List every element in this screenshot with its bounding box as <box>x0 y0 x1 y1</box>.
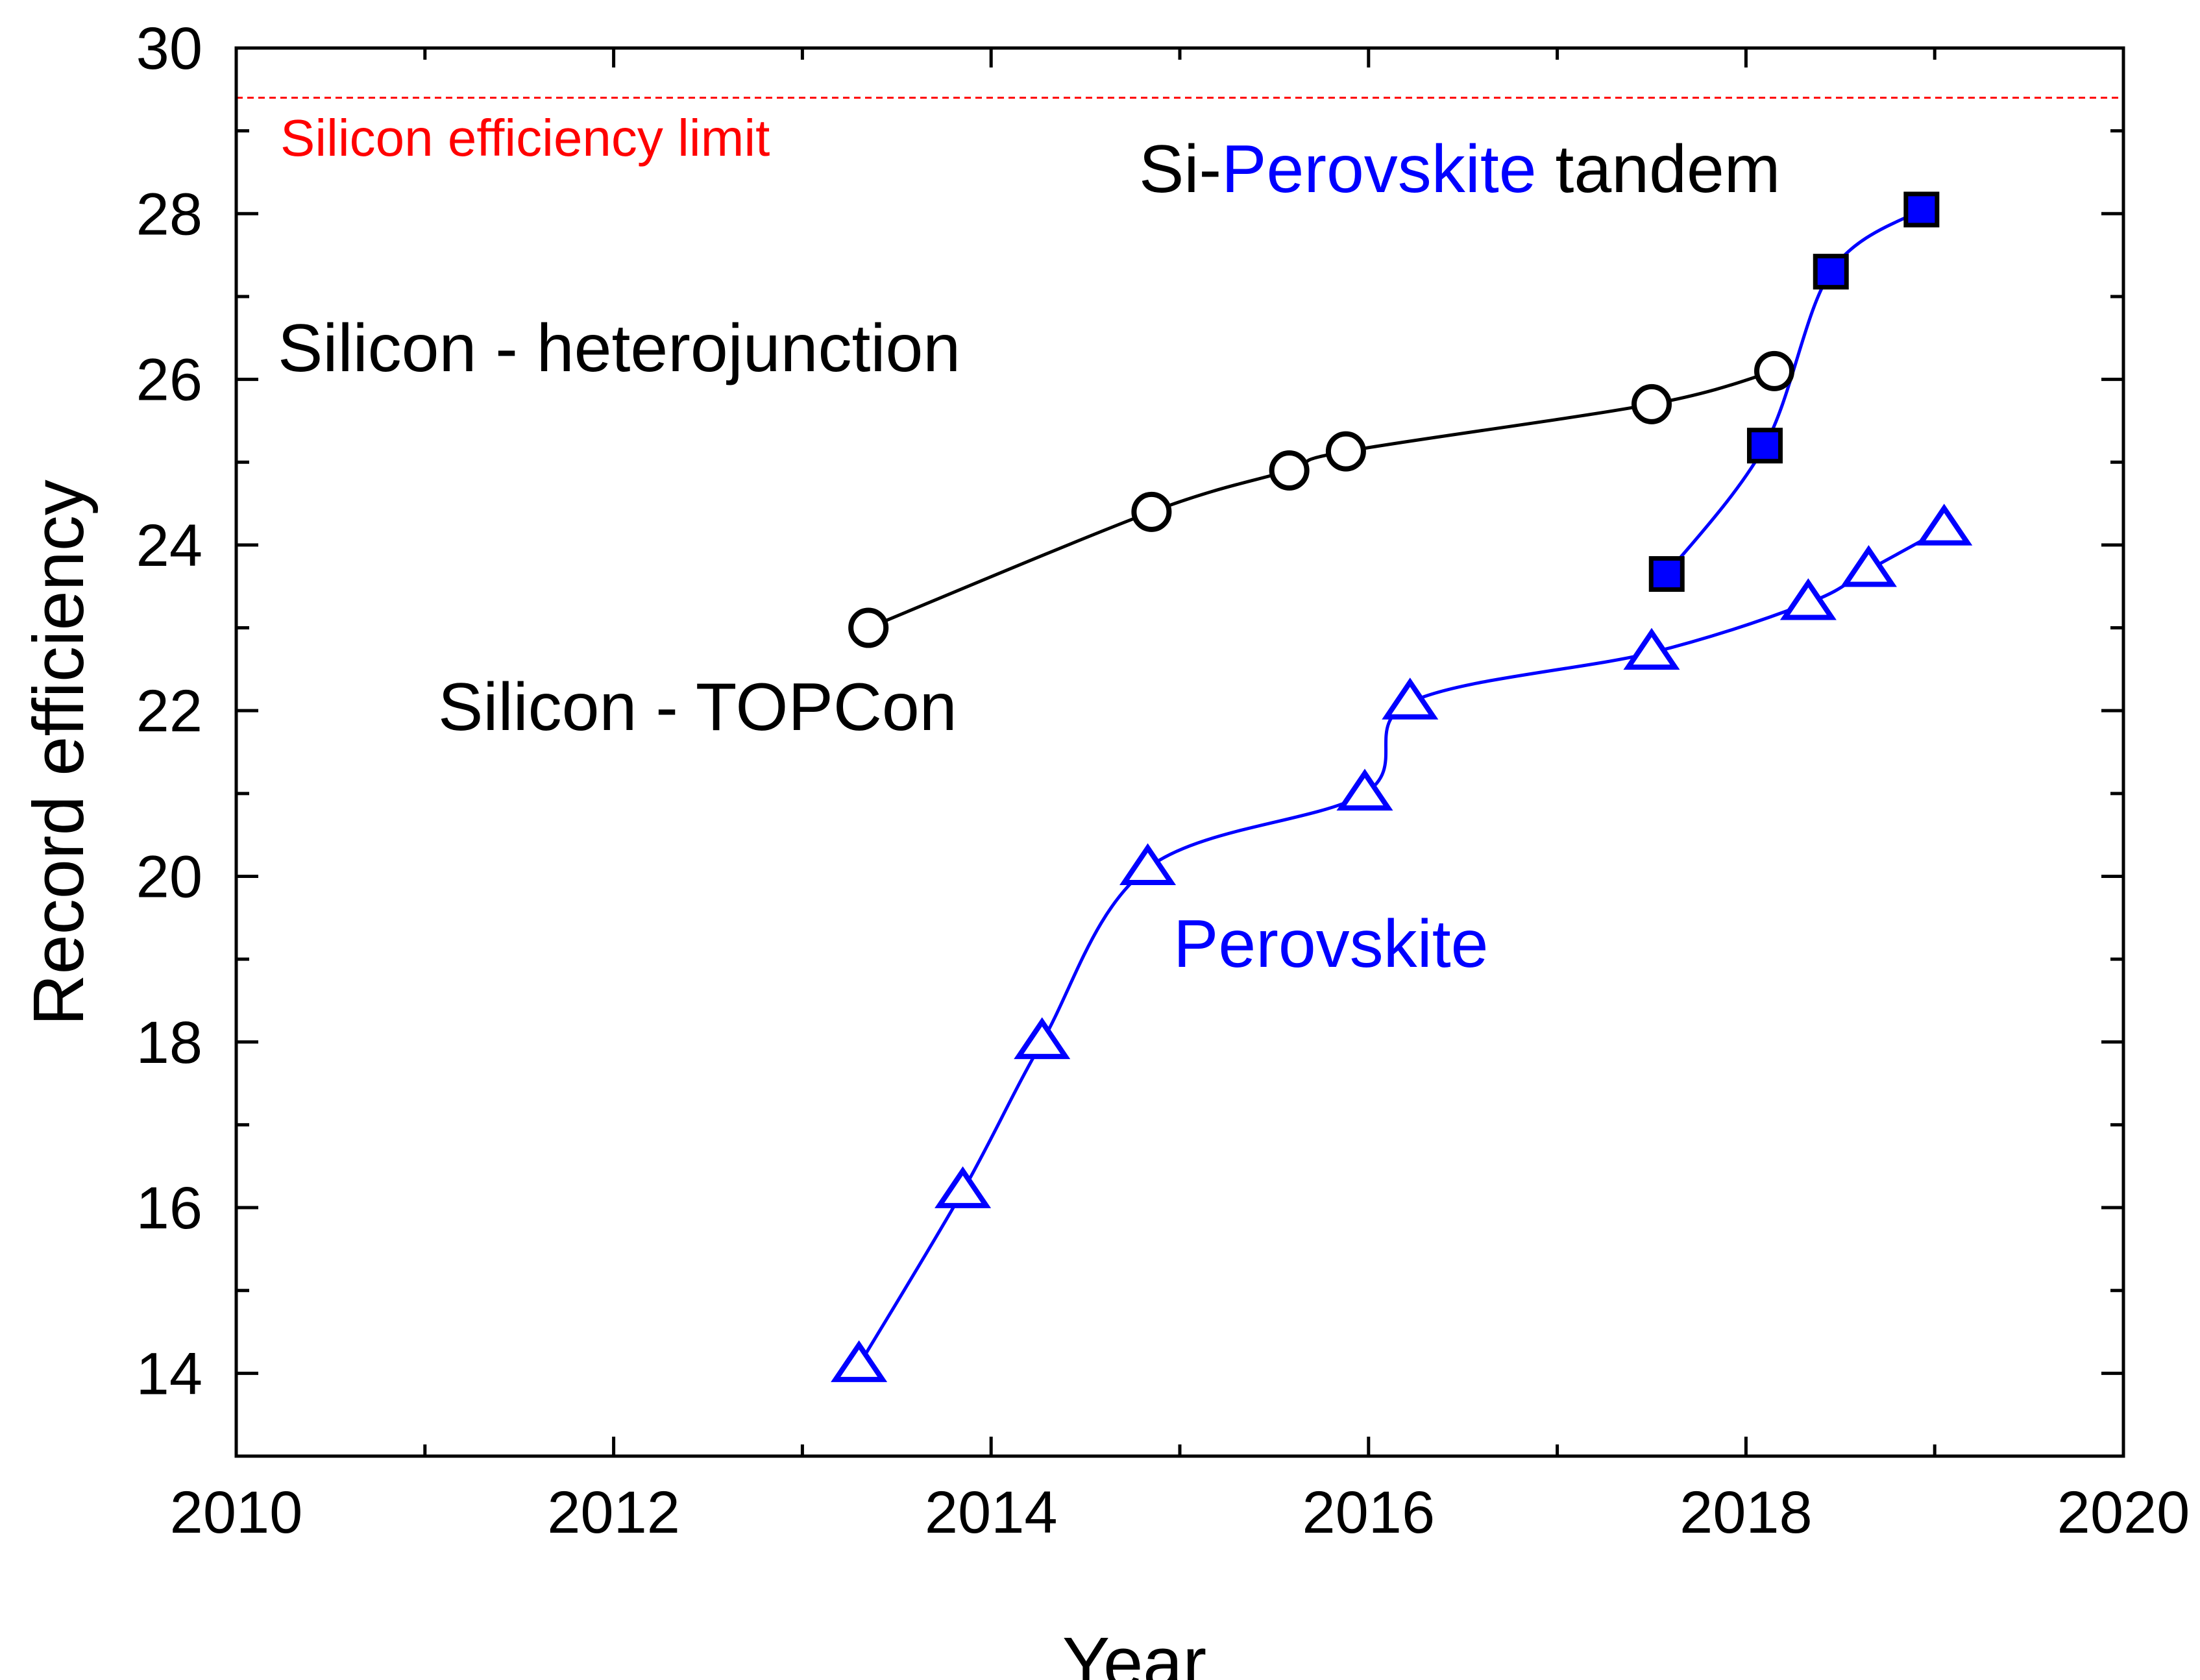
data-point-triangle <box>1119 843 1177 886</box>
x-axis-label: Year <box>1062 1623 1206 1680</box>
data-point-triangle <box>935 1166 992 1208</box>
x-tick-label: 2020 <box>2057 1479 2190 1546</box>
series-label-tandem-prefix: Si- <box>1139 132 1221 207</box>
data-point-triangle <box>1382 677 1439 720</box>
annotation-silicon-topcon: Silicon - TOPCon <box>438 670 957 745</box>
x-tick-label: 2016 <box>1302 1479 1435 1546</box>
series-label-si-perovskite-tandem: Si-Perovskite tandem <box>1139 132 1780 207</box>
axis-ticks-layer <box>234 46 2125 1458</box>
x-tick-label: 2018 <box>1680 1479 1813 1546</box>
y-tick-label: 22 <box>136 678 202 744</box>
data-point-circle <box>1269 450 1310 491</box>
series-markers-layer <box>831 191 1973 1382</box>
y-tick-label: 16 <box>136 1175 202 1241</box>
y-axis-label: Record efficiency <box>19 480 99 1026</box>
y-tick-label: 26 <box>136 347 202 413</box>
data-point-circle <box>1754 350 1795 391</box>
data-point-square <box>1903 191 1940 228</box>
x-tick-label: 2014 <box>925 1479 1058 1546</box>
data-point-triangle <box>1916 504 1973 546</box>
data-point-triangle <box>1779 578 1837 620</box>
data-point-triangle <box>1336 768 1393 811</box>
x-tick-label: 2012 <box>547 1479 680 1546</box>
y-tick-label: 20 <box>136 844 202 910</box>
series-line-filled-square <box>1665 208 1923 576</box>
data-point-circle <box>1131 491 1172 532</box>
tick-labels-layer: 2010 2012 2014 2016 2018 2020 14 16 18 20 22 24 26 28… <box>136 16 2190 1546</box>
data-point-square <box>1746 428 1783 464</box>
y-tick-label: 28 <box>136 181 202 247</box>
y-tick-label: 24 <box>136 513 202 579</box>
y-tick-label: 18 <box>136 1010 202 1076</box>
data-point-triangle <box>1623 627 1680 670</box>
series-label-tandem-suffix: tandem <box>1537 132 1781 207</box>
reference-line-label: Silicon efficiency limit <box>280 109 770 167</box>
data-point-triangle <box>1840 545 1897 587</box>
x-tick-label: 2010 <box>170 1479 303 1546</box>
data-point-triangle <box>1014 1017 1071 1060</box>
data-point-circle <box>848 607 889 648</box>
data-point-circle <box>1325 431 1366 472</box>
data-point-square <box>1813 254 1849 290</box>
series-label-silicon-heterojunction: Silicon - heterojunction <box>278 311 960 386</box>
series-label-perovskite: Perovskite <box>1173 907 1489 982</box>
y-tick-label: 30 <box>136 16 202 82</box>
data-point-circle <box>1632 383 1672 424</box>
series-label-tandem-perovskite: Perovskite <box>1221 132 1537 207</box>
data-point-triangle <box>831 1340 888 1382</box>
y-tick-label: 14 <box>136 1341 202 1407</box>
data-point-square <box>1648 556 1685 592</box>
